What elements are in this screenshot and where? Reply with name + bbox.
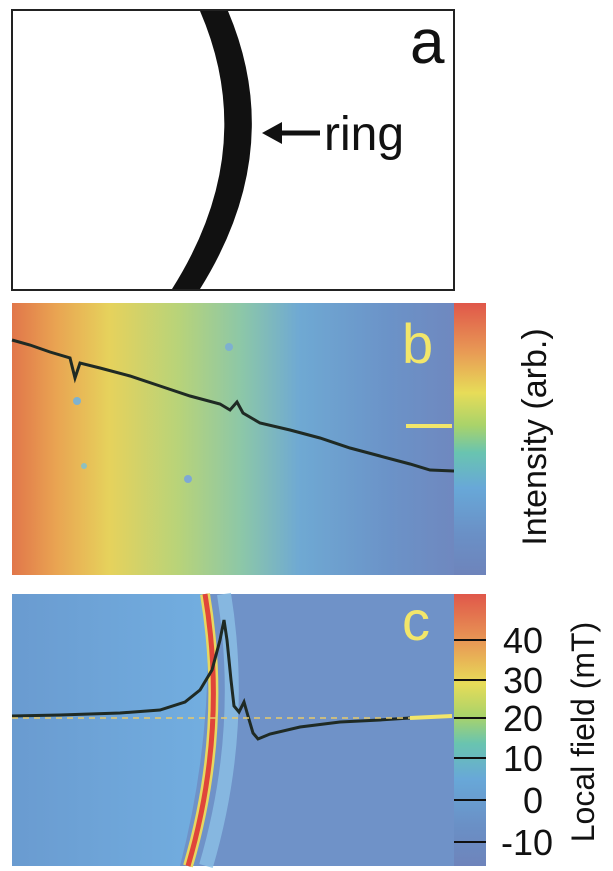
- panel-a: ring a: [11, 8, 455, 291]
- colorbar-tick-label: 0: [523, 780, 543, 821]
- panel-b-label: b: [402, 312, 433, 375]
- colorbar-tick-label: 20: [503, 698, 543, 739]
- panel-b-image: [12, 303, 454, 575]
- panel-b-speck: [81, 463, 87, 469]
- ring-arrow-head: [262, 122, 282, 144]
- colorbar-tick-label: 30: [503, 660, 543, 701]
- panel-c-colorbar: [454, 594, 486, 866]
- panel-a-label: a: [410, 8, 445, 77]
- panel-c: c 40 30 20 10 0 -10 Local field (mT): [11, 589, 601, 868]
- panel-c-ring-edge: [185, 593, 216, 867]
- panel-b-speck: [184, 475, 192, 483]
- panel-c-yellow-marker: [409, 714, 453, 720]
- panel-b: b Intensity (arb.): [11, 303, 554, 575]
- panel-c-colorbar-ticks: [454, 639, 486, 843]
- local-field-profile-trace: [11, 619, 411, 741]
- ring-arc: [172, 11, 252, 289]
- panel-c-inner-region: [12, 594, 208, 866]
- intensity-profile-trace: [11, 338, 455, 473]
- ring-annotation: ring: [324, 108, 404, 161]
- panel-b-speck: [225, 343, 233, 351]
- panel-c-halo: [199, 592, 239, 868]
- panel-b-colorbar: [454, 303, 486, 575]
- colorbar-tick-label: -10: [501, 822, 553, 863]
- colorbar-tick-label: 10: [503, 738, 543, 779]
- colorbar-tick-label: 40: [503, 620, 543, 661]
- panel-b-speck: [73, 397, 81, 405]
- panel-b-colorbar-label: Intensity (arb.): [516, 328, 554, 545]
- panel-c-label: c: [402, 589, 430, 652]
- panel-c-colorbar-label: Local field (mT): [565, 622, 601, 843]
